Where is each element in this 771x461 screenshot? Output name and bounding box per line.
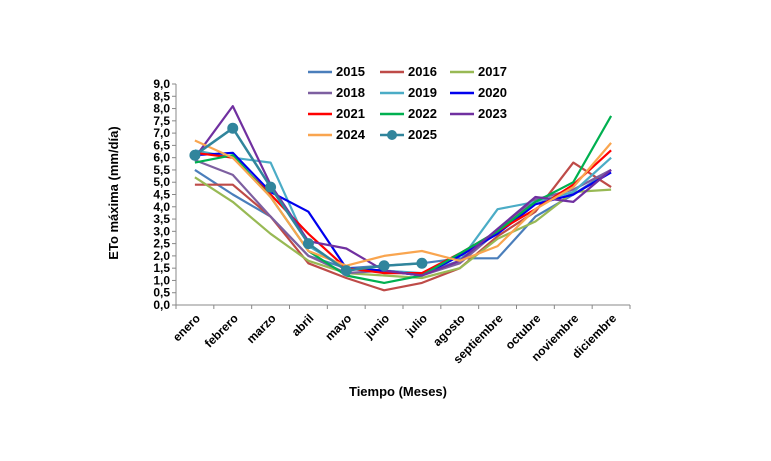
- y-tick-label: 0,0: [153, 298, 170, 312]
- data-point-2025: [189, 149, 201, 161]
- legend-label-2021: 2021: [336, 106, 365, 121]
- legend-marker-2025: [387, 130, 397, 140]
- data-point-2025: [416, 257, 428, 269]
- x-tick-label: junio: [361, 311, 392, 342]
- y-tick-label: 8,0: [153, 102, 170, 116]
- y-tick-label: 5,5: [153, 163, 170, 177]
- y-tick-label: 5,0: [153, 175, 170, 189]
- legend-label-2017: 2017: [478, 64, 507, 79]
- series-line-2019: [194, 149, 612, 275]
- legend-label-2016: 2016: [408, 64, 437, 79]
- legend-label-2020: 2020: [478, 85, 507, 100]
- y-tick-label: 4,0: [153, 200, 170, 214]
- y-tick-label: 4,5: [153, 188, 170, 202]
- x-tick-label: abril: [289, 311, 317, 339]
- x-tick-label: marzo: [244, 311, 279, 346]
- x-axis-title: Tiempo (Meses): [349, 384, 447, 399]
- x-tick-label: enero: [170, 311, 203, 344]
- x-tick-label: febrero: [202, 311, 241, 350]
- data-point-2025: [227, 122, 239, 134]
- y-axis-title: ETo máxima (mm/día): [106, 126, 121, 259]
- legend-label-2025: 2025: [408, 127, 437, 142]
- series-line-2020: [194, 151, 612, 277]
- legend-label-2019: 2019: [408, 85, 437, 100]
- legend-label-2023: 2023: [478, 106, 507, 121]
- y-tick-label: 7,0: [153, 126, 170, 140]
- y-tick-label: 2,0: [153, 249, 170, 263]
- y-tick-label: 2,5: [153, 237, 170, 251]
- y-tick-label: 8,5: [153, 89, 170, 103]
- series-line-2023: [194, 105, 612, 277]
- legend-label-2018: 2018: [336, 85, 365, 100]
- y-tick-label: 3,0: [153, 224, 170, 238]
- y-tick-label: 1,5: [153, 261, 170, 275]
- y-tick-label: 1,0: [153, 273, 170, 287]
- data-point-2025: [265, 181, 277, 193]
- x-tick-label: mayo: [322, 311, 354, 343]
- y-tick-label: 9,0: [153, 77, 170, 91]
- data-point-2025: [302, 238, 314, 250]
- legend-label-2024: 2024: [336, 127, 366, 142]
- x-tick-label: julio: [402, 311, 430, 339]
- data-point-2025: [378, 260, 390, 272]
- data-point-2025: [340, 265, 352, 277]
- y-tick-label: 6,0: [153, 151, 170, 165]
- y-tick-label: 0,5: [153, 286, 170, 300]
- y-tick-label: 7,5: [153, 114, 170, 128]
- y-tick-label: 6,5: [153, 138, 170, 152]
- series-line-2024: [194, 139, 612, 267]
- x-tick-label: agosto: [430, 311, 468, 349]
- series-line-2017: [194, 176, 612, 280]
- y-tick-label: 3,5: [153, 212, 170, 226]
- legend-label-2015: 2015: [336, 64, 365, 79]
- legend-label-2022: 2022: [408, 106, 437, 121]
